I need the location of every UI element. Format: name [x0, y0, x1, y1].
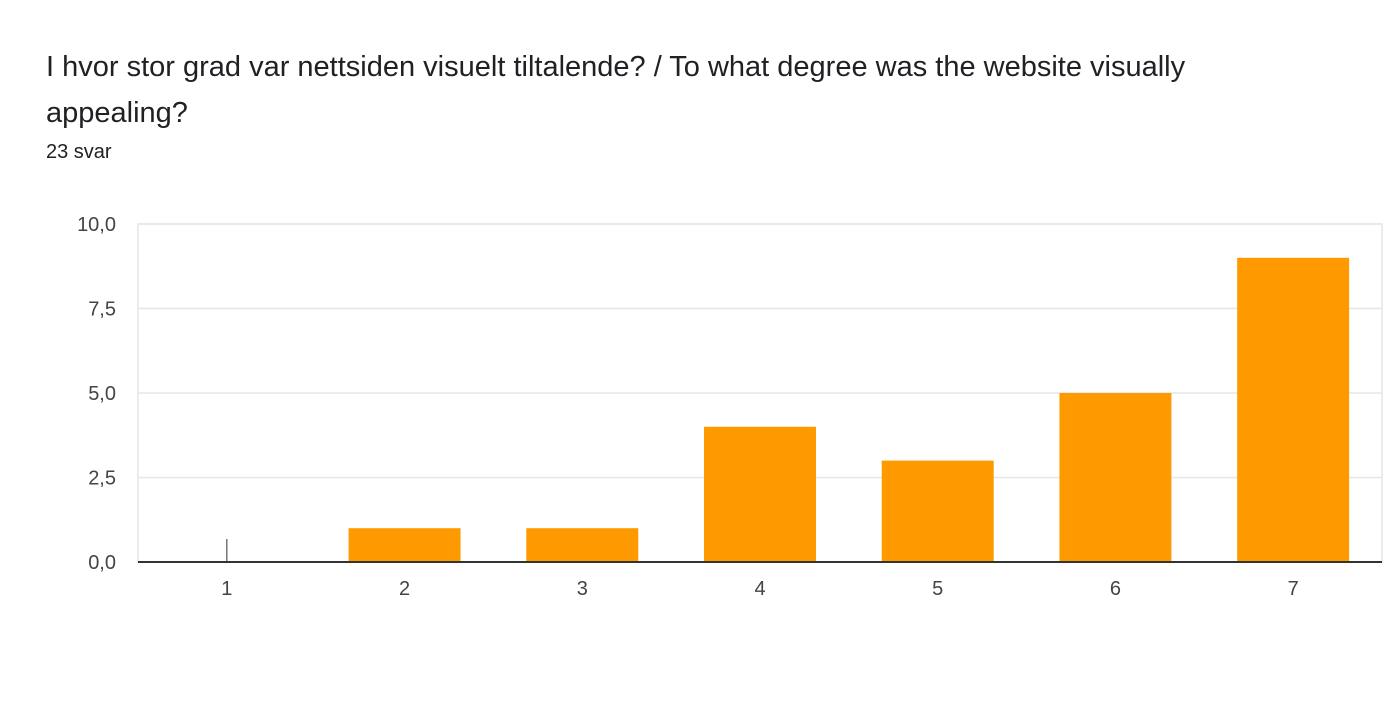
bar-2: [348, 528, 461, 562]
bars: [226, 257, 1350, 562]
x-tick-label: 7: [1288, 578, 1299, 600]
y-tick-label: 5,0: [88, 383, 116, 405]
tick-labels: 0,0 2,5 5,0 7,5 10,0 1 2 3 4 5 6 7: [77, 214, 1299, 600]
y-tick-label: 2,5: [88, 468, 116, 490]
bar-7: [1237, 257, 1350, 562]
x-tick-label: 6: [1110, 578, 1121, 600]
x-tick-label: 1: [221, 578, 232, 600]
bar-3: [526, 528, 639, 562]
bar-5: [881, 460, 994, 562]
x-tick-label: 3: [577, 578, 588, 600]
bar-4: [704, 426, 816, 562]
x-tick-label: 4: [754, 578, 765, 600]
x-tick-label: 2: [399, 578, 410, 600]
y-tick-label: 7,5: [88, 299, 116, 321]
x-tick-label: 5: [932, 578, 943, 600]
bar-6: [1059, 393, 1172, 562]
response-count: 23 svar: [46, 141, 112, 163]
y-tick-label: 0,0: [88, 552, 116, 574]
question-title: I hvor stor grad var nettsiden visuelt t…: [46, 51, 1186, 129]
y-tick-label: 10,0: [77, 214, 116, 236]
